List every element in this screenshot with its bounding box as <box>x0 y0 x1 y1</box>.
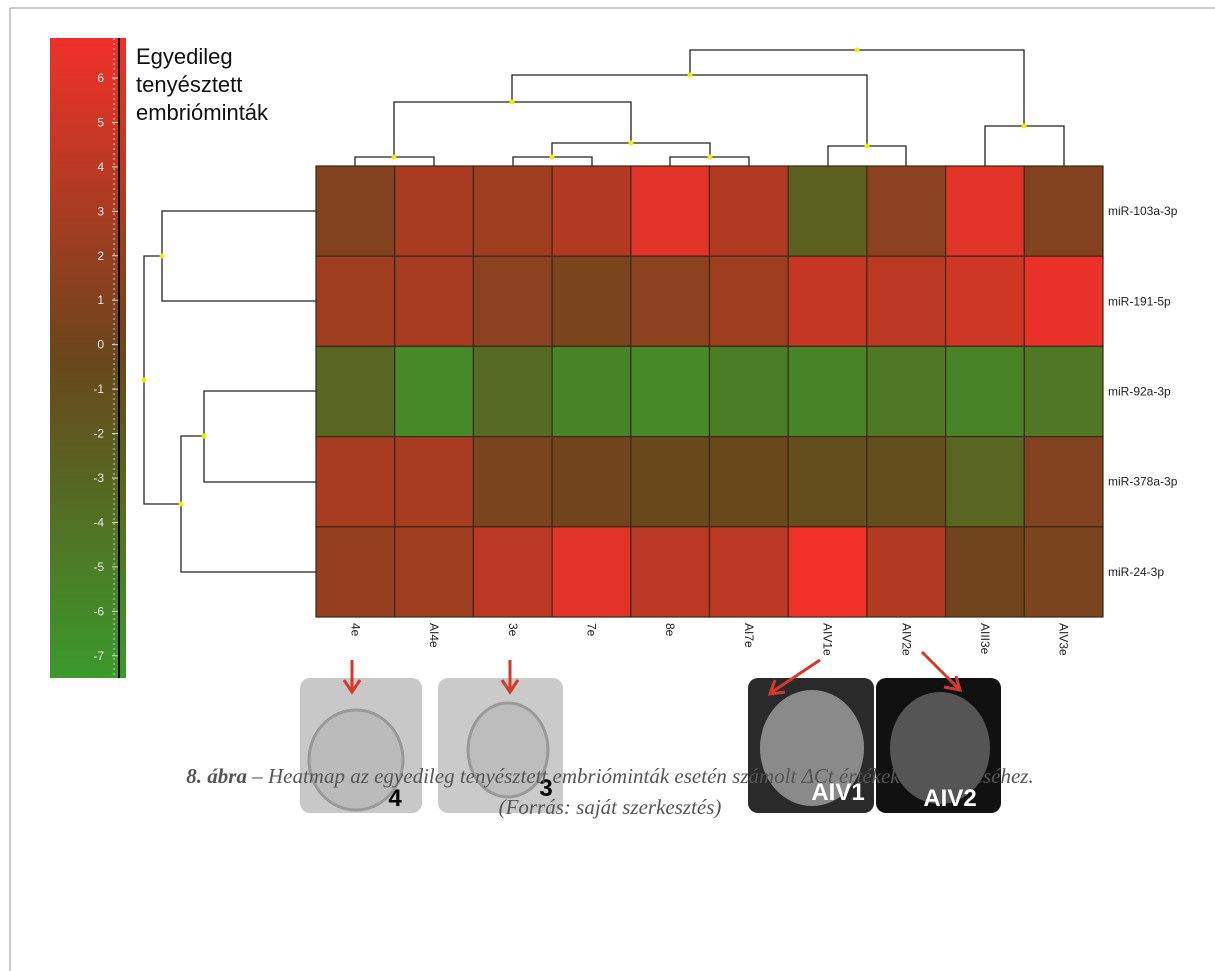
caption-text: – Heatmap az egyedileg tenyésztett embri… <box>247 764 1034 788</box>
column-label: 8e <box>663 623 677 637</box>
row-label: miR-103a-3p <box>1108 204 1178 218</box>
legend-title-line: Egyedileg <box>136 44 233 69</box>
figure: Egyedileg tenyésztett embrióminták 4 3 A… <box>0 0 1215 971</box>
color-tick-label: -3 <box>93 471 104 485</box>
heatmap-cell <box>946 437 1025 527</box>
photo-label: AIV2 <box>923 785 976 812</box>
heatmap-cell <box>631 256 710 346</box>
caption: 8. ábra – Heatmap az egyedileg tenyészte… <box>186 764 1033 788</box>
heatmap-cell <box>631 527 710 617</box>
heatmap-cell <box>946 166 1025 256</box>
color-tick-label: -7 <box>93 649 104 663</box>
column-label: AIV3e <box>1057 623 1071 656</box>
legend-title: Egyedileg tenyésztett embrióminták <box>136 44 269 125</box>
heatmap-cell <box>631 437 710 527</box>
heatmap-cell <box>552 256 631 346</box>
heatmap-cell <box>316 346 395 436</box>
heatmap-cell <box>395 527 474 617</box>
heatmap-cell <box>788 256 867 346</box>
heatmap-cell <box>710 166 789 256</box>
heatmap-cell <box>395 256 474 346</box>
heatmap-cell <box>710 527 789 617</box>
heatmap-cell <box>316 527 395 617</box>
column-label: AI7e <box>742 623 756 648</box>
heatmap-cell <box>710 256 789 346</box>
column-label: AIV2e <box>899 623 913 656</box>
column-label: 4e <box>348 623 362 637</box>
heatmap-cell <box>552 346 631 436</box>
color-tick-label: 3 <box>97 204 104 218</box>
color-tick-label: 4 <box>97 160 104 174</box>
heatmap-cell <box>1024 256 1103 346</box>
heatmap-cell <box>788 346 867 436</box>
color-tick-label: -1 <box>93 382 104 396</box>
heatmap-cell <box>473 437 552 527</box>
heatmap-cell <box>788 166 867 256</box>
heatmap-cell <box>788 527 867 617</box>
heatmap-cell <box>473 166 552 256</box>
heatmap-cell <box>867 527 946 617</box>
heatmap-cell <box>552 527 631 617</box>
color-tick-label: -4 <box>93 515 104 529</box>
color-tick-label: 5 <box>97 115 104 129</box>
heatmap-cell <box>473 527 552 617</box>
heatmap-cell <box>946 256 1025 346</box>
heatmap-cell <box>788 437 867 527</box>
caption-source: (Forrás: saját szerkesztés) <box>499 795 722 819</box>
heatmap-cell <box>395 346 474 436</box>
column-label: AIII3e <box>978 623 992 655</box>
heatmap-cell <box>631 346 710 436</box>
heatmap-cell <box>867 256 946 346</box>
row-label: miR-378a-3p <box>1108 475 1178 489</box>
photo-label: 4 <box>388 785 402 812</box>
color-tick-label: 1 <box>97 293 104 307</box>
figure-label: 8. ábra <box>186 764 247 788</box>
column-label: 3e <box>506 623 520 637</box>
heatmap-cell <box>552 437 631 527</box>
column-label: AI4e <box>427 623 441 648</box>
heatmap-cell <box>946 527 1025 617</box>
row-label: miR-191-5p <box>1108 294 1171 308</box>
color-tick-label: 0 <box>97 338 104 352</box>
heatmap-cell <box>1024 527 1103 617</box>
heatmap-cell <box>316 256 395 346</box>
heatmap-cell <box>710 437 789 527</box>
legend-title-line: embrióminták <box>136 100 269 125</box>
color-tick-label: 6 <box>97 71 104 85</box>
heatmap-cell <box>867 437 946 527</box>
row-label: miR-24-3p <box>1108 565 1164 579</box>
heatmap-cell <box>473 256 552 346</box>
row-dendrogram <box>144 211 316 572</box>
heatmap-cell <box>1024 166 1103 256</box>
heatmap-cell <box>316 437 395 527</box>
column-label: 7e <box>584 623 598 637</box>
color-tick-label: 2 <box>97 249 104 263</box>
legend-title-line: tenyésztett <box>136 72 242 97</box>
heatmap-cell <box>1024 437 1103 527</box>
heatmap-cell <box>946 346 1025 436</box>
color-bar <box>50 38 126 678</box>
heatmap-cell <box>710 346 789 436</box>
column-dendrogram <box>355 50 1064 166</box>
heatmap-cell <box>473 346 552 436</box>
heatmap-cell <box>867 346 946 436</box>
row-label: miR-92a-3p <box>1108 385 1171 399</box>
heatmap-cell <box>1024 346 1103 436</box>
heatmap-cell <box>395 166 474 256</box>
heatmap-cell <box>552 166 631 256</box>
color-tick-label: -6 <box>93 604 104 618</box>
color-tick-label: -5 <box>93 560 104 574</box>
column-label: AIV1e <box>821 623 835 656</box>
heatmap-cell <box>867 166 946 256</box>
heatmap-cell <box>316 166 395 256</box>
heatmap-cell <box>631 166 710 256</box>
heatmap-cell <box>395 437 474 527</box>
color-tick-label: -2 <box>93 427 104 441</box>
photos: 4 3 AIV1 AIV2 <box>300 652 1001 813</box>
